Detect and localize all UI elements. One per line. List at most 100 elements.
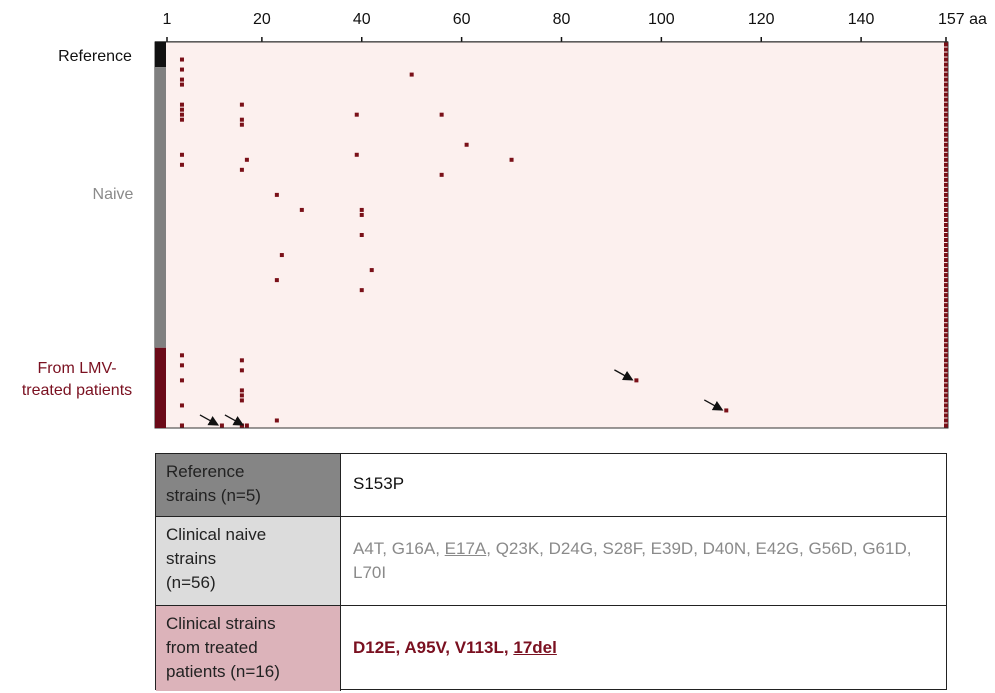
mutation-mark-157 <box>944 308 948 313</box>
mutation-mark-157 <box>944 333 948 338</box>
axis-tick-label: 20 <box>253 11 271 28</box>
mutation-mark <box>634 378 639 383</box>
mutation-mark-157 <box>944 408 948 413</box>
group-label-treated: From LMV- treated patients <box>21 360 133 399</box>
mutation-mark-157 <box>944 52 948 57</box>
mutation-mark-157 <box>944 253 948 258</box>
mutation-mark <box>179 112 184 117</box>
arrow-A95V <box>614 369 634 381</box>
mutation-mark <box>279 253 284 258</box>
mutation-mark-157 <box>944 273 948 278</box>
mutation-mark <box>239 358 244 363</box>
table-value-naive: A4T, G16A, E17A, Q23K, D24G, S28F, E39D,… <box>353 539 912 582</box>
mutation-mark <box>239 117 244 122</box>
mutation-mark-157 <box>944 313 948 318</box>
mutation-grid-background <box>154 41 949 429</box>
mutation-mark-157 <box>944 202 948 207</box>
mutation-mark <box>359 212 364 217</box>
mutation-mark <box>369 268 374 273</box>
axis-tick-label: 140 <box>848 11 875 28</box>
table-value-treated: D12E, A95V, V113L, 17del <box>353 638 557 657</box>
mutation-mark-157 <box>944 258 948 263</box>
mutation-mark-157 <box>944 177 948 182</box>
mutation-mark-157 <box>944 217 948 222</box>
mutation-mark-157 <box>944 398 948 403</box>
mutation-mark-157 <box>944 388 948 393</box>
mutation-mark <box>179 67 184 72</box>
mutation-arrows <box>199 369 724 426</box>
mutation-summary-table: Reference strains (n=5) S153P Clinical n… <box>155 453 947 691</box>
mutation-mark <box>239 368 244 373</box>
mutation-mark-157 <box>944 283 948 288</box>
mutation-mark-157 <box>944 147 948 152</box>
group-color-bars <box>155 42 166 428</box>
mutation-mark <box>179 353 184 358</box>
mutation-mark <box>299 207 304 212</box>
axis-tick-label: 40 <box>353 11 371 28</box>
table-row-reference: Reference strains (n=5) S153P <box>156 454 946 516</box>
mutation-mark-157 <box>944 87 948 92</box>
mutation-mark <box>244 423 249 428</box>
mutation-mark <box>179 107 184 112</box>
table-value-reference: S153P <box>353 474 405 493</box>
mutation-mark-157 <box>944 162 948 167</box>
mutation-mark-157 <box>944 97 948 102</box>
table-label-reference: Reference strains (n=5) <box>156 454 341 516</box>
mutation-mark-157 <box>944 157 948 162</box>
mutation-mark-157 <box>944 288 948 293</box>
mutation-mark <box>359 232 364 237</box>
mutation-mark <box>179 57 184 62</box>
mutation-mark-157 <box>944 112 948 117</box>
mutation-mark-157 <box>944 248 948 253</box>
group-label-naive: Naive <box>92 186 134 203</box>
mutation-mark <box>179 162 184 167</box>
mutation-mark <box>179 102 184 107</box>
mutation-mark-157 <box>944 243 948 248</box>
mutation-mark-157 <box>944 343 948 348</box>
mutation-mark-157 <box>944 293 948 298</box>
mutation-mark <box>359 288 364 293</box>
mutation-mark-157 <box>944 197 948 202</box>
mutation-mark-157 <box>944 278 948 283</box>
mutation-mark <box>219 423 224 428</box>
mutation-mark-157 <box>944 212 948 217</box>
table-label-treated: Clinical strains from treated patients (… <box>156 606 341 691</box>
mutation-mark-157 <box>944 263 948 268</box>
mutation-mark-157 <box>944 172 948 177</box>
mutation-mark <box>359 207 364 212</box>
mutation-mark-157 <box>944 152 948 157</box>
mutation-mark-157 <box>944 323 948 328</box>
mutation-mark-157 <box>944 373 948 378</box>
group-bar-treated <box>155 347 166 428</box>
mutation-mark-157 <box>944 192 948 197</box>
mutation-mark-157 <box>944 238 948 243</box>
axis-tick-label: 157 aa <box>938 11 987 28</box>
mutation-mark <box>274 192 279 197</box>
mutation-mark-157 <box>944 117 948 122</box>
mutation-mark-157 <box>944 187 948 192</box>
mutation-mark <box>509 157 514 162</box>
axis-tick-label: 120 <box>748 11 775 28</box>
mutation-mark <box>274 278 279 283</box>
mutation-mark-157 <box>944 72 948 77</box>
mutation-mark <box>179 403 184 408</box>
mutation-mark-157 <box>944 353 948 358</box>
mutation-mark-157 <box>944 57 948 62</box>
mutation-mark-157 <box>944 92 948 97</box>
group-bar-naive <box>155 67 166 348</box>
mutation-mark <box>354 112 359 117</box>
mutation-mark-157 <box>944 127 948 132</box>
mutation-mark <box>179 82 184 87</box>
mutation-mark <box>354 152 359 157</box>
mutation-mark-157 <box>944 137 948 142</box>
mutation-mark-157 <box>944 82 948 87</box>
mutation-mark <box>464 142 469 147</box>
mutation-mark <box>179 117 184 122</box>
mutation-mark-157 <box>944 102 948 107</box>
mutation-mark <box>239 102 244 107</box>
position-axis: 1 20 40 60 80 100 120 140 157 aa <box>155 11 987 43</box>
mutation-mark-157 <box>944 207 948 212</box>
mutation-mark <box>179 152 184 157</box>
mutation-mark-157 <box>944 47 948 52</box>
